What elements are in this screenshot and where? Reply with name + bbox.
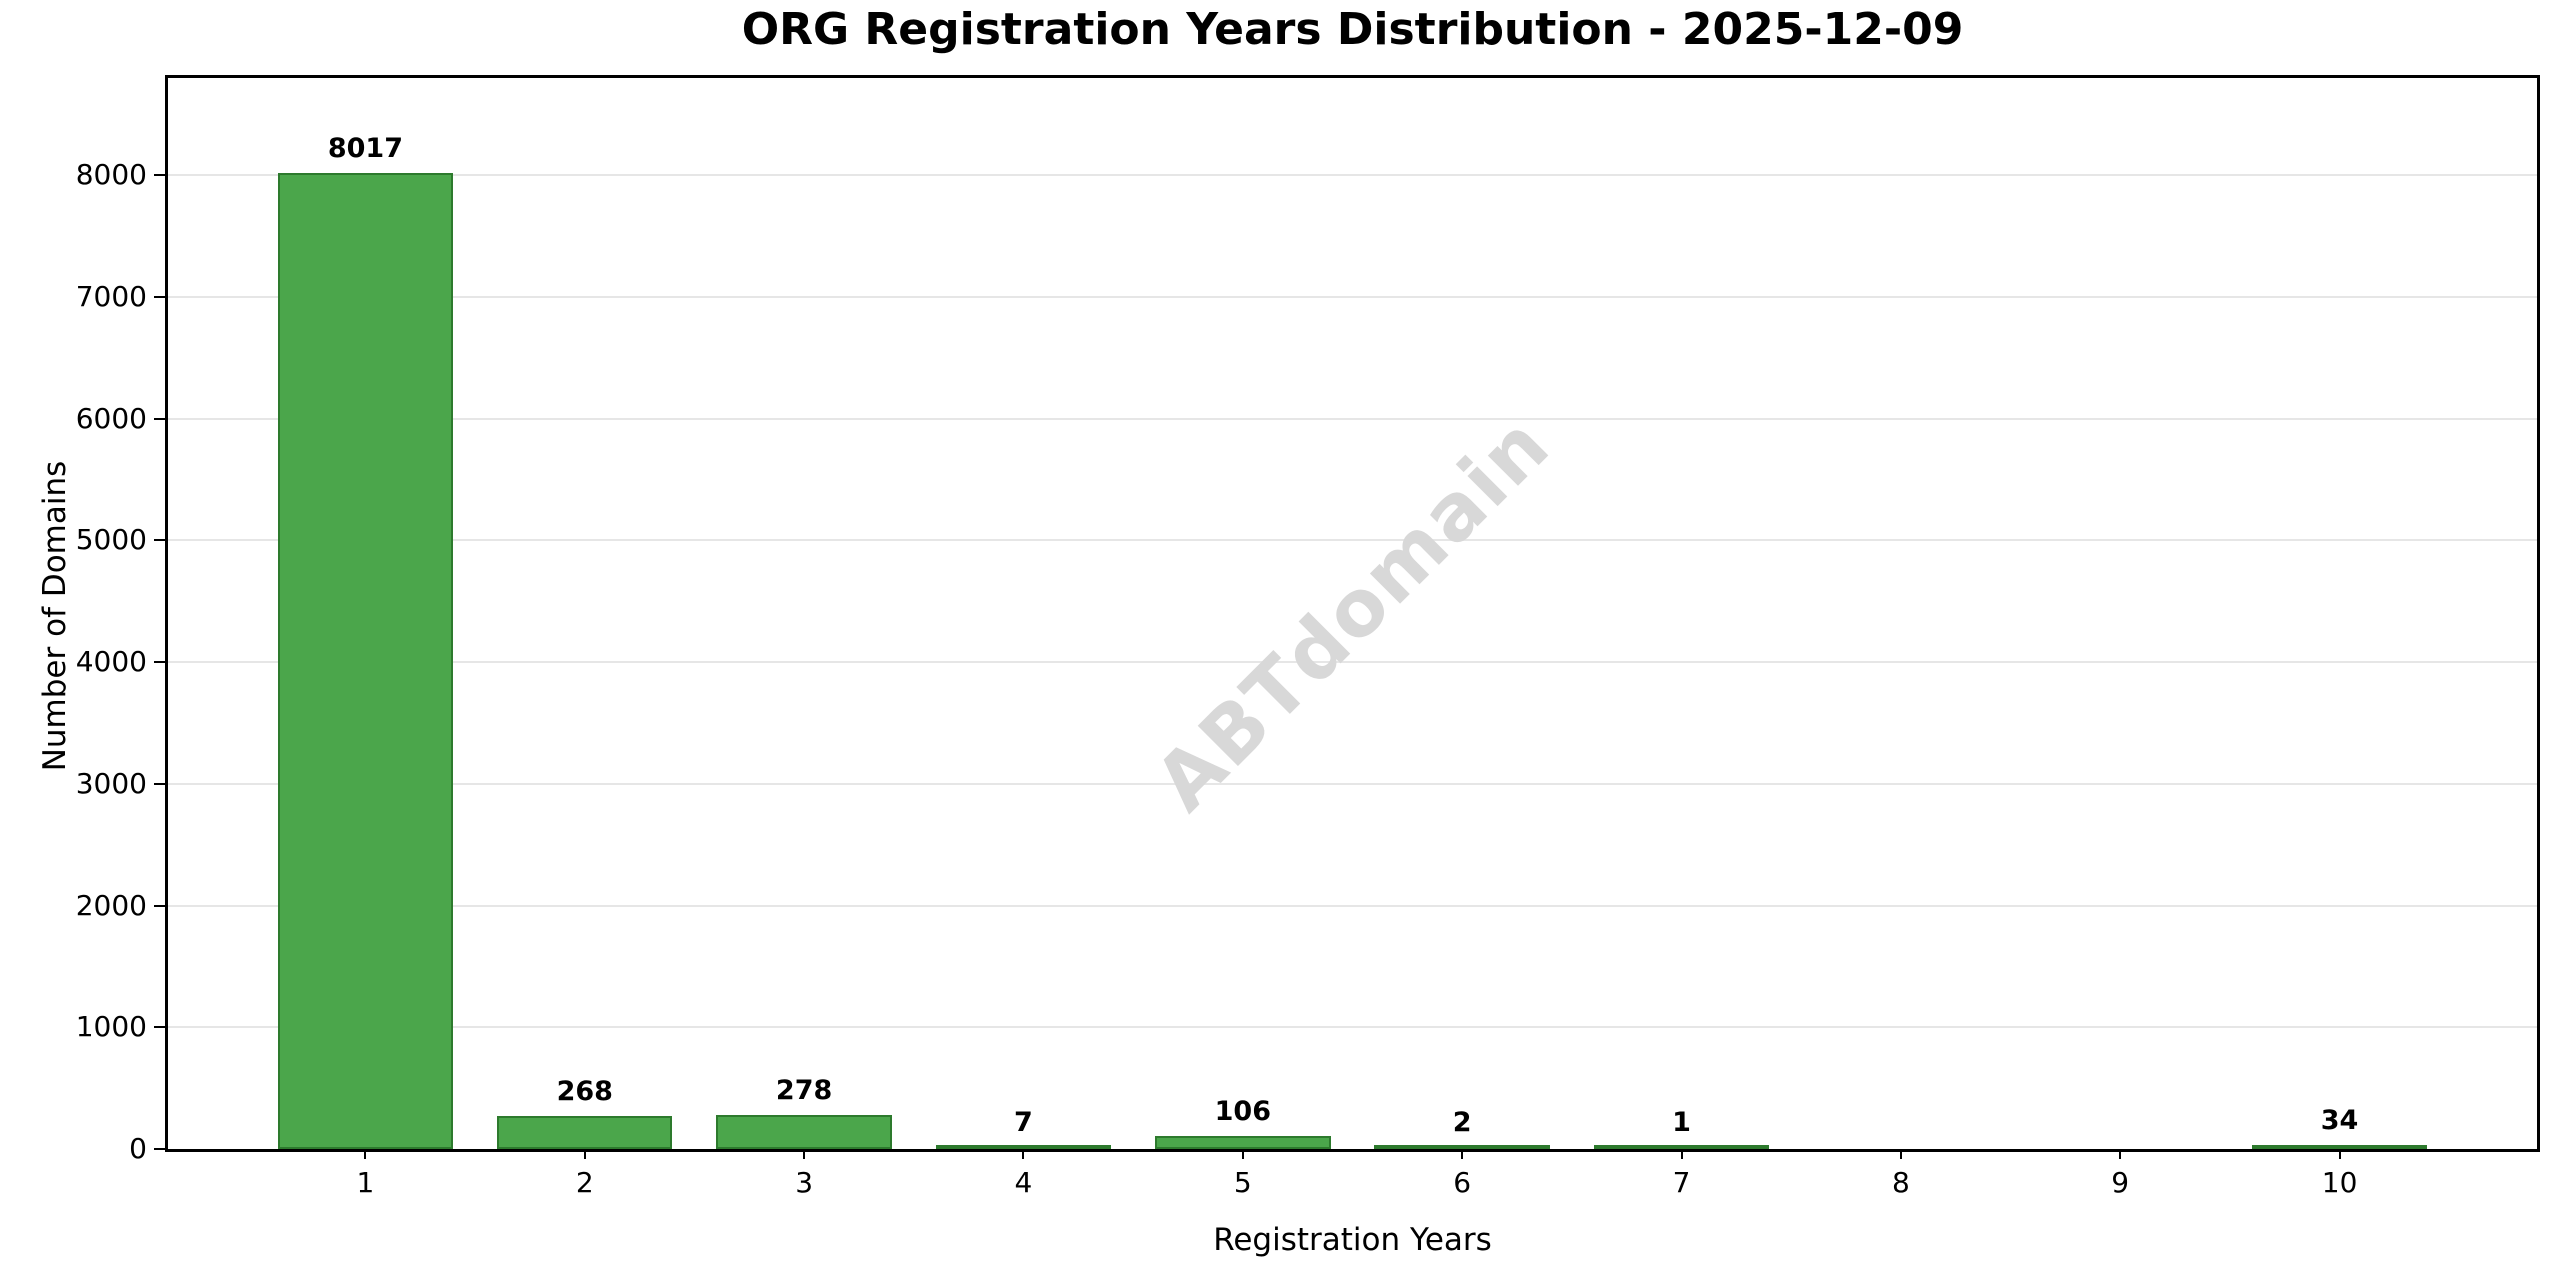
x-tick-label-2: 2	[575, 1166, 594, 1199]
bar-year-2	[497, 1116, 673, 1149]
y-tick-label-7000: 7000	[75, 280, 147, 314]
x-tick-mark-3	[803, 1149, 806, 1159]
y-tick-label-4000: 4000	[75, 645, 147, 679]
gridline-7000	[168, 296, 2537, 299]
y-tick-mark-8000	[154, 174, 165, 177]
bar-year-1	[277, 173, 454, 1149]
y-tick-label-1000: 1000	[75, 1010, 147, 1044]
x-tick-label-8: 8	[1891, 1166, 1910, 1199]
x-tick-label-10: 10	[2321, 1166, 2358, 1199]
bar-value-label-6: 2	[1452, 1106, 1472, 1138]
y-tick-label-3000: 3000	[75, 766, 147, 800]
x-tick-label-6: 6	[1453, 1166, 1472, 1199]
gridline-4000	[168, 661, 2537, 664]
x-tick-mark-8	[1899, 1149, 1902, 1159]
gridline-6000	[168, 417, 2537, 420]
x-tick-label-5: 5	[1233, 1166, 1252, 1199]
x-axis-title: Registration Years	[1213, 1222, 1492, 1258]
y-tick-mark-7000	[154, 296, 165, 299]
y-tick-label-6000: 6000	[75, 401, 147, 435]
y-tick-label-0: 0	[129, 1132, 147, 1165]
y-tick-mark-4000	[154, 661, 165, 664]
bar-year-7	[1593, 1145, 1770, 1149]
x-tick-label-4: 4	[1014, 1166, 1033, 1199]
x-tick-label-7: 7	[1672, 1166, 1691, 1199]
gridline-5000	[168, 539, 2537, 542]
y-tick-label-5000: 5000	[75, 523, 147, 557]
y-tick-mark-5000	[154, 539, 165, 542]
bar-value-label-10: 34	[2320, 1104, 2359, 1136]
y-tick-mark-0	[154, 1148, 165, 1150]
bar-value-label-5: 106	[1214, 1096, 1271, 1128]
bar-value-label-3: 278	[775, 1075, 833, 1107]
x-tick-mark-10	[2338, 1149, 2341, 1159]
x-tick-mark-6	[1461, 1149, 1464, 1159]
y-axis-title: Number of Domains	[37, 460, 73, 772]
chart-title: ORG Registration Years Distribution - 20…	[741, 4, 1964, 55]
gridline-1000	[168, 1026, 2537, 1029]
x-tick-label-3: 3	[795, 1166, 814, 1199]
bar-year-4	[935, 1145, 1112, 1149]
bar-year-5	[1155, 1136, 1331, 1149]
gridline-8000	[168, 174, 2537, 177]
x-tick-mark-5	[1241, 1149, 1244, 1159]
y-tick-mark-2000	[154, 904, 165, 907]
x-tick-label-9: 9	[2111, 1166, 2130, 1199]
y-tick-mark-1000	[154, 1026, 165, 1029]
y-tick-label-8000: 8000	[75, 158, 147, 192]
x-tick-mark-2	[583, 1149, 586, 1159]
y-tick-label-2000: 2000	[75, 888, 147, 922]
bar-value-label-2: 268	[556, 1076, 613, 1108]
x-tick-mark-9	[2119, 1149, 2122, 1159]
bar-value-label-4: 7	[1014, 1106, 1033, 1138]
bar-year-6	[1374, 1145, 1550, 1149]
x-tick-mark-1	[364, 1149, 367, 1159]
bar-year-10	[2251, 1144, 2428, 1149]
bar-value-label-1: 8017	[327, 133, 403, 165]
watermark-text: ABTdomain	[1138, 399, 1567, 828]
bar-value-label-7: 1	[1672, 1106, 1691, 1138]
x-tick-mark-4	[1022, 1149, 1025, 1159]
y-tick-mark-3000	[154, 782, 165, 785]
gridline-2000	[168, 904, 2537, 907]
gridline-3000	[168, 782, 2537, 785]
y-tick-mark-6000	[154, 417, 165, 420]
x-tick-label-1: 1	[356, 1166, 375, 1199]
bar-year-3	[716, 1115, 892, 1149]
plot-area: ABTdomain 8017 268 278 7 106 2 1 34	[165, 75, 2540, 1152]
x-tick-mark-7	[1680, 1149, 1683, 1159]
